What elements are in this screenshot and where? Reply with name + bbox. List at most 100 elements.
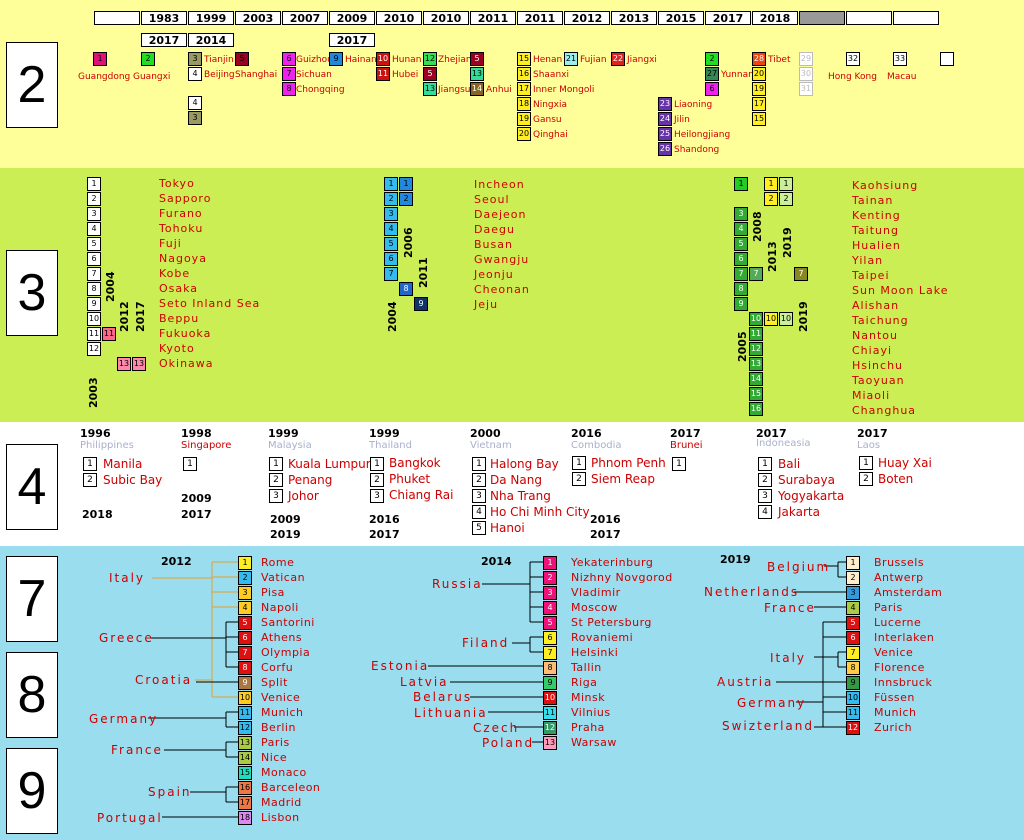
europe-city-box: 9	[238, 676, 252, 690]
year-label: 2017	[857, 427, 888, 440]
province-label: Guangdong	[78, 72, 131, 82]
europe-city-label: Florence	[874, 661, 925, 674]
country-label: Italy	[109, 571, 146, 585]
japan-city-label: Sapporo	[159, 192, 212, 205]
year-label: 2019	[270, 528, 301, 541]
province-box: 3	[188, 111, 202, 125]
city-label: Subic Bay	[103, 473, 163, 487]
city-box: 3	[269, 489, 283, 503]
city-box: 1	[370, 457, 384, 471]
japan-box: 3	[87, 207, 101, 221]
japan-city-label: Okinawa	[159, 357, 214, 370]
europe-city-box: 3	[846, 586, 860, 600]
europe-city-label: Berlin	[261, 721, 296, 734]
province-box: 31	[799, 82, 813, 96]
year-cell	[846, 11, 892, 25]
city-label: Siem Reap	[591, 472, 655, 486]
band-row-2	[0, 0, 1024, 168]
city-box: 2	[370, 473, 384, 487]
taiwan-box: 12	[749, 342, 763, 356]
province-box: 23	[658, 97, 672, 111]
province-box: 6	[282, 52, 296, 66]
japan-box: 5	[87, 237, 101, 251]
city-box: 5	[472, 521, 486, 535]
province-box: 1	[93, 52, 107, 66]
province-label: Fujian	[580, 55, 607, 65]
city-label: Nha Trang	[490, 489, 551, 503]
city-label: Boten	[878, 472, 914, 486]
province-box: 26	[658, 142, 672, 156]
province-box: 24	[658, 112, 672, 126]
province-box: 13	[423, 82, 437, 96]
year-cell: 2013	[611, 11, 657, 25]
japan-city-label: Tohoku	[159, 222, 204, 235]
japan-city-label: Seto Inland Sea	[159, 297, 261, 310]
country-label: Austria	[717, 675, 774, 689]
europe-city-box: 9	[543, 676, 557, 690]
taiwan-box: 3	[734, 207, 748, 221]
europe-city-box: 13	[238, 736, 252, 750]
province-label: Beijing	[204, 70, 235, 80]
province-box: 19	[517, 112, 531, 126]
japan-box: 6	[87, 252, 101, 266]
province-box: 10	[376, 52, 390, 66]
year-label: 1996	[80, 427, 111, 440]
europe-city-box: 4	[238, 601, 252, 615]
year-label: 1999	[369, 427, 400, 440]
europe-city-box: 3	[543, 586, 557, 600]
europe-city-label: Yekaterinburg	[571, 556, 654, 569]
province-label: Shaanxi	[533, 70, 569, 80]
taiwan-city-label: Hualien	[852, 239, 901, 252]
province-box: 15	[752, 112, 766, 126]
year-label: 2009	[181, 492, 212, 505]
europe-city-box: 11	[238, 706, 252, 720]
europe-city-label: Munich	[874, 706, 917, 719]
europe-city-label: Santorini	[261, 616, 315, 629]
province-box: 5	[470, 52, 484, 66]
province-box: 7	[282, 67, 296, 81]
korea-box: 8	[399, 282, 413, 296]
country-label: France	[764, 601, 816, 615]
province-box: 2	[705, 52, 719, 66]
country-label: Czech	[473, 721, 520, 735]
europe-city-box: 14	[238, 751, 252, 765]
country-label: Spain	[148, 785, 192, 799]
europe-city-box: 8	[846, 661, 860, 675]
country-label: Croatia	[135, 673, 193, 687]
city-box: 3	[758, 489, 772, 503]
japan-box: 11	[102, 327, 116, 341]
taiwan-city-label: Tainan	[852, 194, 894, 207]
city-label: Phuket	[389, 472, 431, 486]
province-box: 28	[752, 52, 766, 66]
europe-city-label: Rome	[261, 556, 295, 569]
taiwan-city-label: Chiayi	[852, 344, 893, 357]
korea-city-label: Seoul	[474, 193, 510, 206]
taiwan-box: 6	[734, 252, 748, 266]
city-box: 2	[758, 473, 772, 487]
country-label: Belgium	[767, 560, 831, 574]
korea-city-label: Busan	[474, 238, 513, 251]
country-label: Germany	[89, 712, 159, 726]
city-box: 2	[572, 472, 586, 486]
city-box: 4	[758, 505, 772, 519]
province-label: Sichuan	[296, 70, 332, 80]
japan-city-label: Kobe	[159, 267, 191, 280]
country-label: Netherlands	[704, 585, 800, 599]
taiwan-box: 10	[764, 312, 778, 326]
europe-city-box: 7	[543, 646, 557, 660]
year-label: 1998	[181, 427, 212, 440]
province-label: Shanghai	[235, 70, 278, 80]
europe-city-box: 6	[238, 631, 252, 645]
country-label: Singapore	[181, 440, 232, 451]
europe-city-label: Lisbon	[261, 811, 300, 824]
japan-box: 13	[132, 357, 146, 371]
taiwan-box: 11	[749, 327, 763, 341]
province-box: 6	[705, 82, 719, 96]
taiwan-box: 2	[779, 192, 793, 206]
province-box: 12	[423, 52, 437, 66]
japan-box: 10	[87, 312, 101, 326]
europe-city-box: 17	[238, 796, 252, 810]
city-label: Da Nang	[490, 473, 542, 487]
province-label: Tibet	[768, 55, 791, 65]
europe-city-box: 6	[543, 631, 557, 645]
